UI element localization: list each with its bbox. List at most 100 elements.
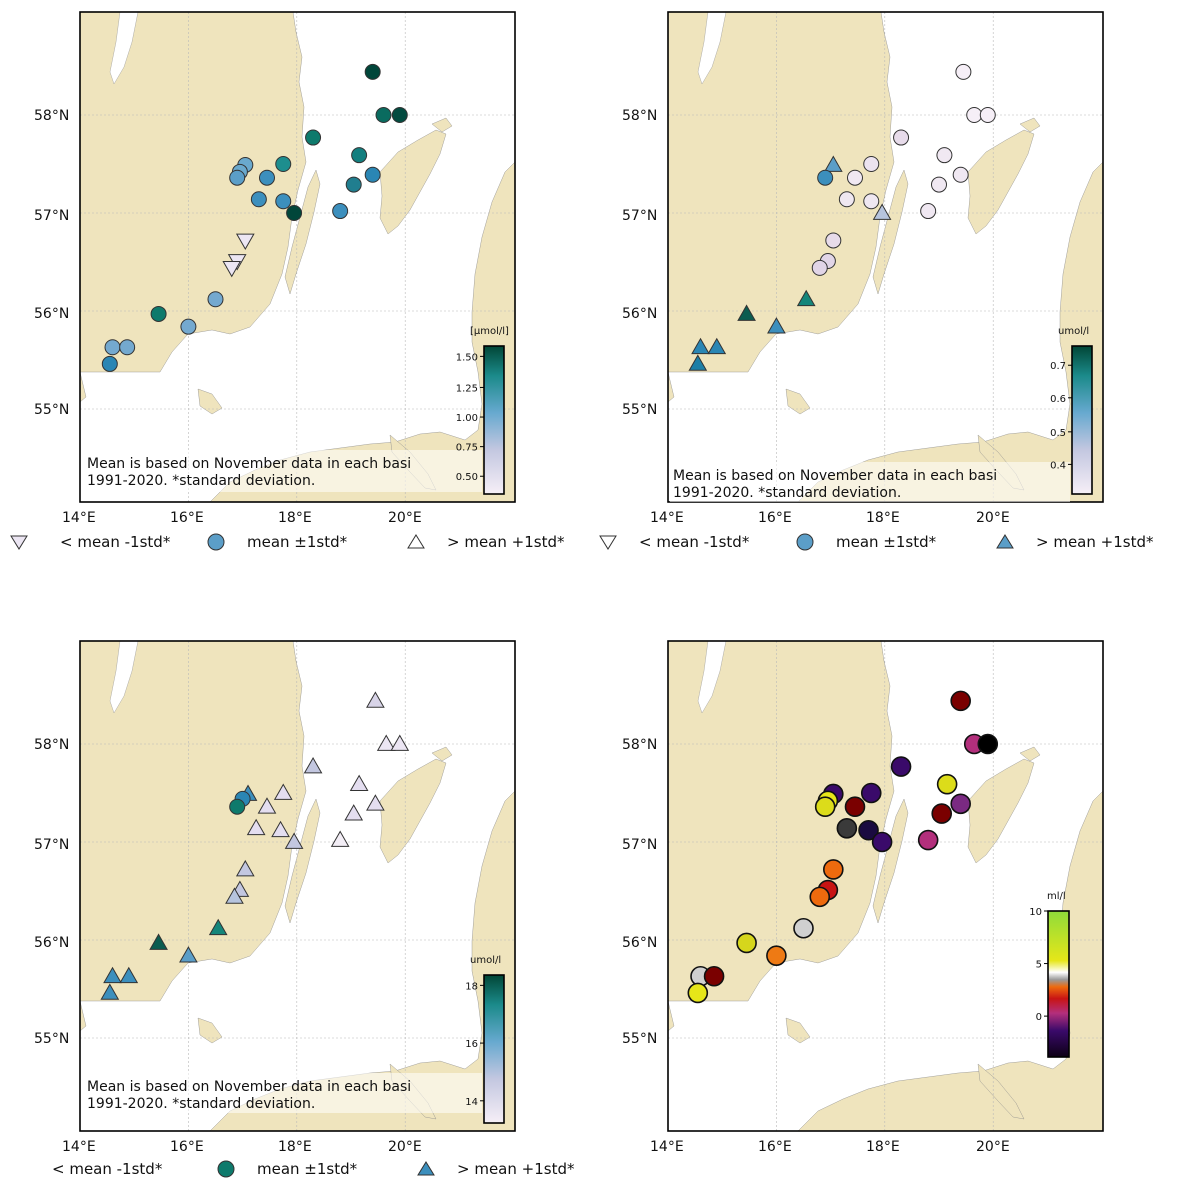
station-marker-circle [977, 733, 999, 755]
station-marker-circle [375, 107, 392, 123]
station-marker-triangle-up [284, 832, 304, 849]
lat-label-55: 55°N [622, 402, 657, 418]
bornholm-island [197, 388, 223, 415]
station-marker-triangle-up [707, 337, 727, 355]
skane-coast [668, 1000, 675, 1032]
lat-label-55: 55°N [34, 402, 69, 418]
faro-island [1019, 117, 1041, 133]
station-marker-circle [936, 773, 958, 795]
legend-label: < mean -1std* [52, 1160, 163, 1178]
station-marker-triangle-down [235, 233, 255, 250]
station-marker-circle [936, 147, 953, 164]
lake-vattern [109, 641, 139, 714]
station-marker-triangle-up [303, 757, 323, 774]
station-marker-circle [364, 63, 381, 80]
station-marker-circle [838, 191, 855, 208]
station-marker-triangle-up [257, 797, 277, 814]
station-markers [687, 690, 999, 1004]
colorbar-gradient [483, 345, 505, 495]
station-marker-triangle-up [149, 933, 168, 950]
station-marker-circle [817, 169, 834, 186]
station-marker-triangle-up [103, 966, 122, 984]
station-marker-circle [150, 305, 167, 322]
legend-1: < mean -1std* mean ±1std* > mean +1std* [8, 531, 564, 553]
station-marker-circle [250, 191, 267, 208]
colorbar-gradient [1071, 345, 1093, 495]
colorbar-tick-label: 0.75 [456, 443, 478, 454]
lat-label-56: 56°N [622, 306, 657, 322]
lat-label-56: 56°N [34, 935, 69, 951]
lon-label-20: 20°E [976, 1139, 1010, 1155]
lat-label-56: 56°N [622, 935, 657, 951]
faro-island [431, 746, 453, 762]
map-svg-2: 58°N 57°N 56°N 55°N 14°E 16°E 18°E 20°E … [622, 11, 1104, 526]
station-marker-circle [890, 756, 912, 777]
faro-island [1019, 746, 1041, 762]
map-content-1 [79, 11, 516, 503]
station-marker-circle [305, 129, 322, 146]
station-marker-circle [809, 886, 831, 908]
lon-label-20: 20°E [388, 1139, 422, 1155]
legend-label: < mean -1std* [60, 533, 171, 551]
gotland-island [967, 129, 1035, 235]
map-svg-3: 58°N 57°N 56°N 55°N 14°E 16°E 18°E 20°E … [34, 640, 516, 1155]
curonian-spit [977, 1063, 1025, 1120]
lat-label-58: 58°N [622, 108, 657, 124]
station-marker-triangle-up [366, 794, 385, 811]
mean-note-line-1: Mean is based on November data in each b… [87, 1079, 411, 1095]
legend-2: < mean -1std* mean ±1std* > mean +1std* [597, 531, 1153, 553]
circle-icon [217, 1160, 235, 1178]
legend-item-within: mean ±1std* [215, 1159, 415, 1179]
station-marker-circle [364, 166, 381, 183]
bornholm-island [197, 1017, 223, 1044]
lon-label-14: 14°E [650, 510, 684, 526]
station-marker-circle [207, 291, 224, 308]
legend-item-above: > mean +1std* [405, 532, 564, 552]
station-marker-circle [979, 107, 996, 123]
lat-label-57: 57°N [34, 837, 69, 853]
lon-label-14: 14°E [650, 1139, 684, 1155]
lake-vattern [697, 12, 727, 85]
station-marker-circle [917, 829, 939, 851]
lat-label-57: 57°N [34, 208, 69, 224]
station-marker-circle [893, 129, 910, 146]
station-marker-circle [836, 817, 858, 839]
station-marker-circle [275, 156, 292, 172]
map-clip-group [80, 12, 515, 502]
station-marker-circle [844, 796, 866, 818]
station-marker-circle [860, 782, 882, 804]
sweden-coast [668, 641, 895, 1002]
station-marker-circle [950, 690, 971, 712]
station-marker-triangle-down [222, 261, 242, 278]
station-marker-circle [793, 917, 814, 939]
lat-label-57: 57°N [622, 837, 657, 853]
station-marker-circle [119, 339, 136, 356]
station-marker-circle [863, 156, 880, 172]
legend-label: mean ±1std* [257, 1160, 358, 1178]
lon-label-16: 16°E [170, 510, 204, 526]
mean-note-line-2: 1991-2020. *standard deviation. [87, 1096, 315, 1112]
station-marker-circle [811, 259, 828, 276]
map-frame [667, 640, 1104, 1132]
station-marker-circle [104, 339, 121, 356]
lon-label-18: 18°E [866, 1139, 900, 1155]
lat-label-58: 58°N [34, 108, 69, 124]
station-marker-circle [955, 63, 972, 80]
station-marker-triangle-up [390, 734, 410, 751]
colorbar-tick-label: 1.50 [456, 352, 478, 363]
skane-coast [80, 371, 87, 403]
map-panel-2: 58°N 57°N 56°N 55°N 14°E 16°E 18°E 20°E … [588, 0, 1189, 526]
station-marker-circle [825, 232, 842, 249]
map-svg-1: 58°N 57°N 56°N 55°N 14°E 16°E 18°E 20°E … [34, 11, 516, 526]
station-marker-triangle-up [208, 918, 228, 936]
map-content-3 [79, 640, 516, 1132]
map-svg-4: 58°N 57°N 56°N 55°N 14°E 16°E 18°E 20°E … [622, 640, 1104, 1155]
gotland-island [379, 758, 447, 864]
station-marker-triangle-up [179, 946, 198, 963]
colorbar-title: [µmol/l] [470, 326, 509, 337]
colorbar-tick-label: 16 [465, 1039, 478, 1050]
colorbar-tick-label: 5 [1036, 960, 1042, 971]
station-markers [100, 691, 410, 1000]
skane-coast [668, 371, 675, 403]
station-marker-circle [952, 166, 969, 183]
